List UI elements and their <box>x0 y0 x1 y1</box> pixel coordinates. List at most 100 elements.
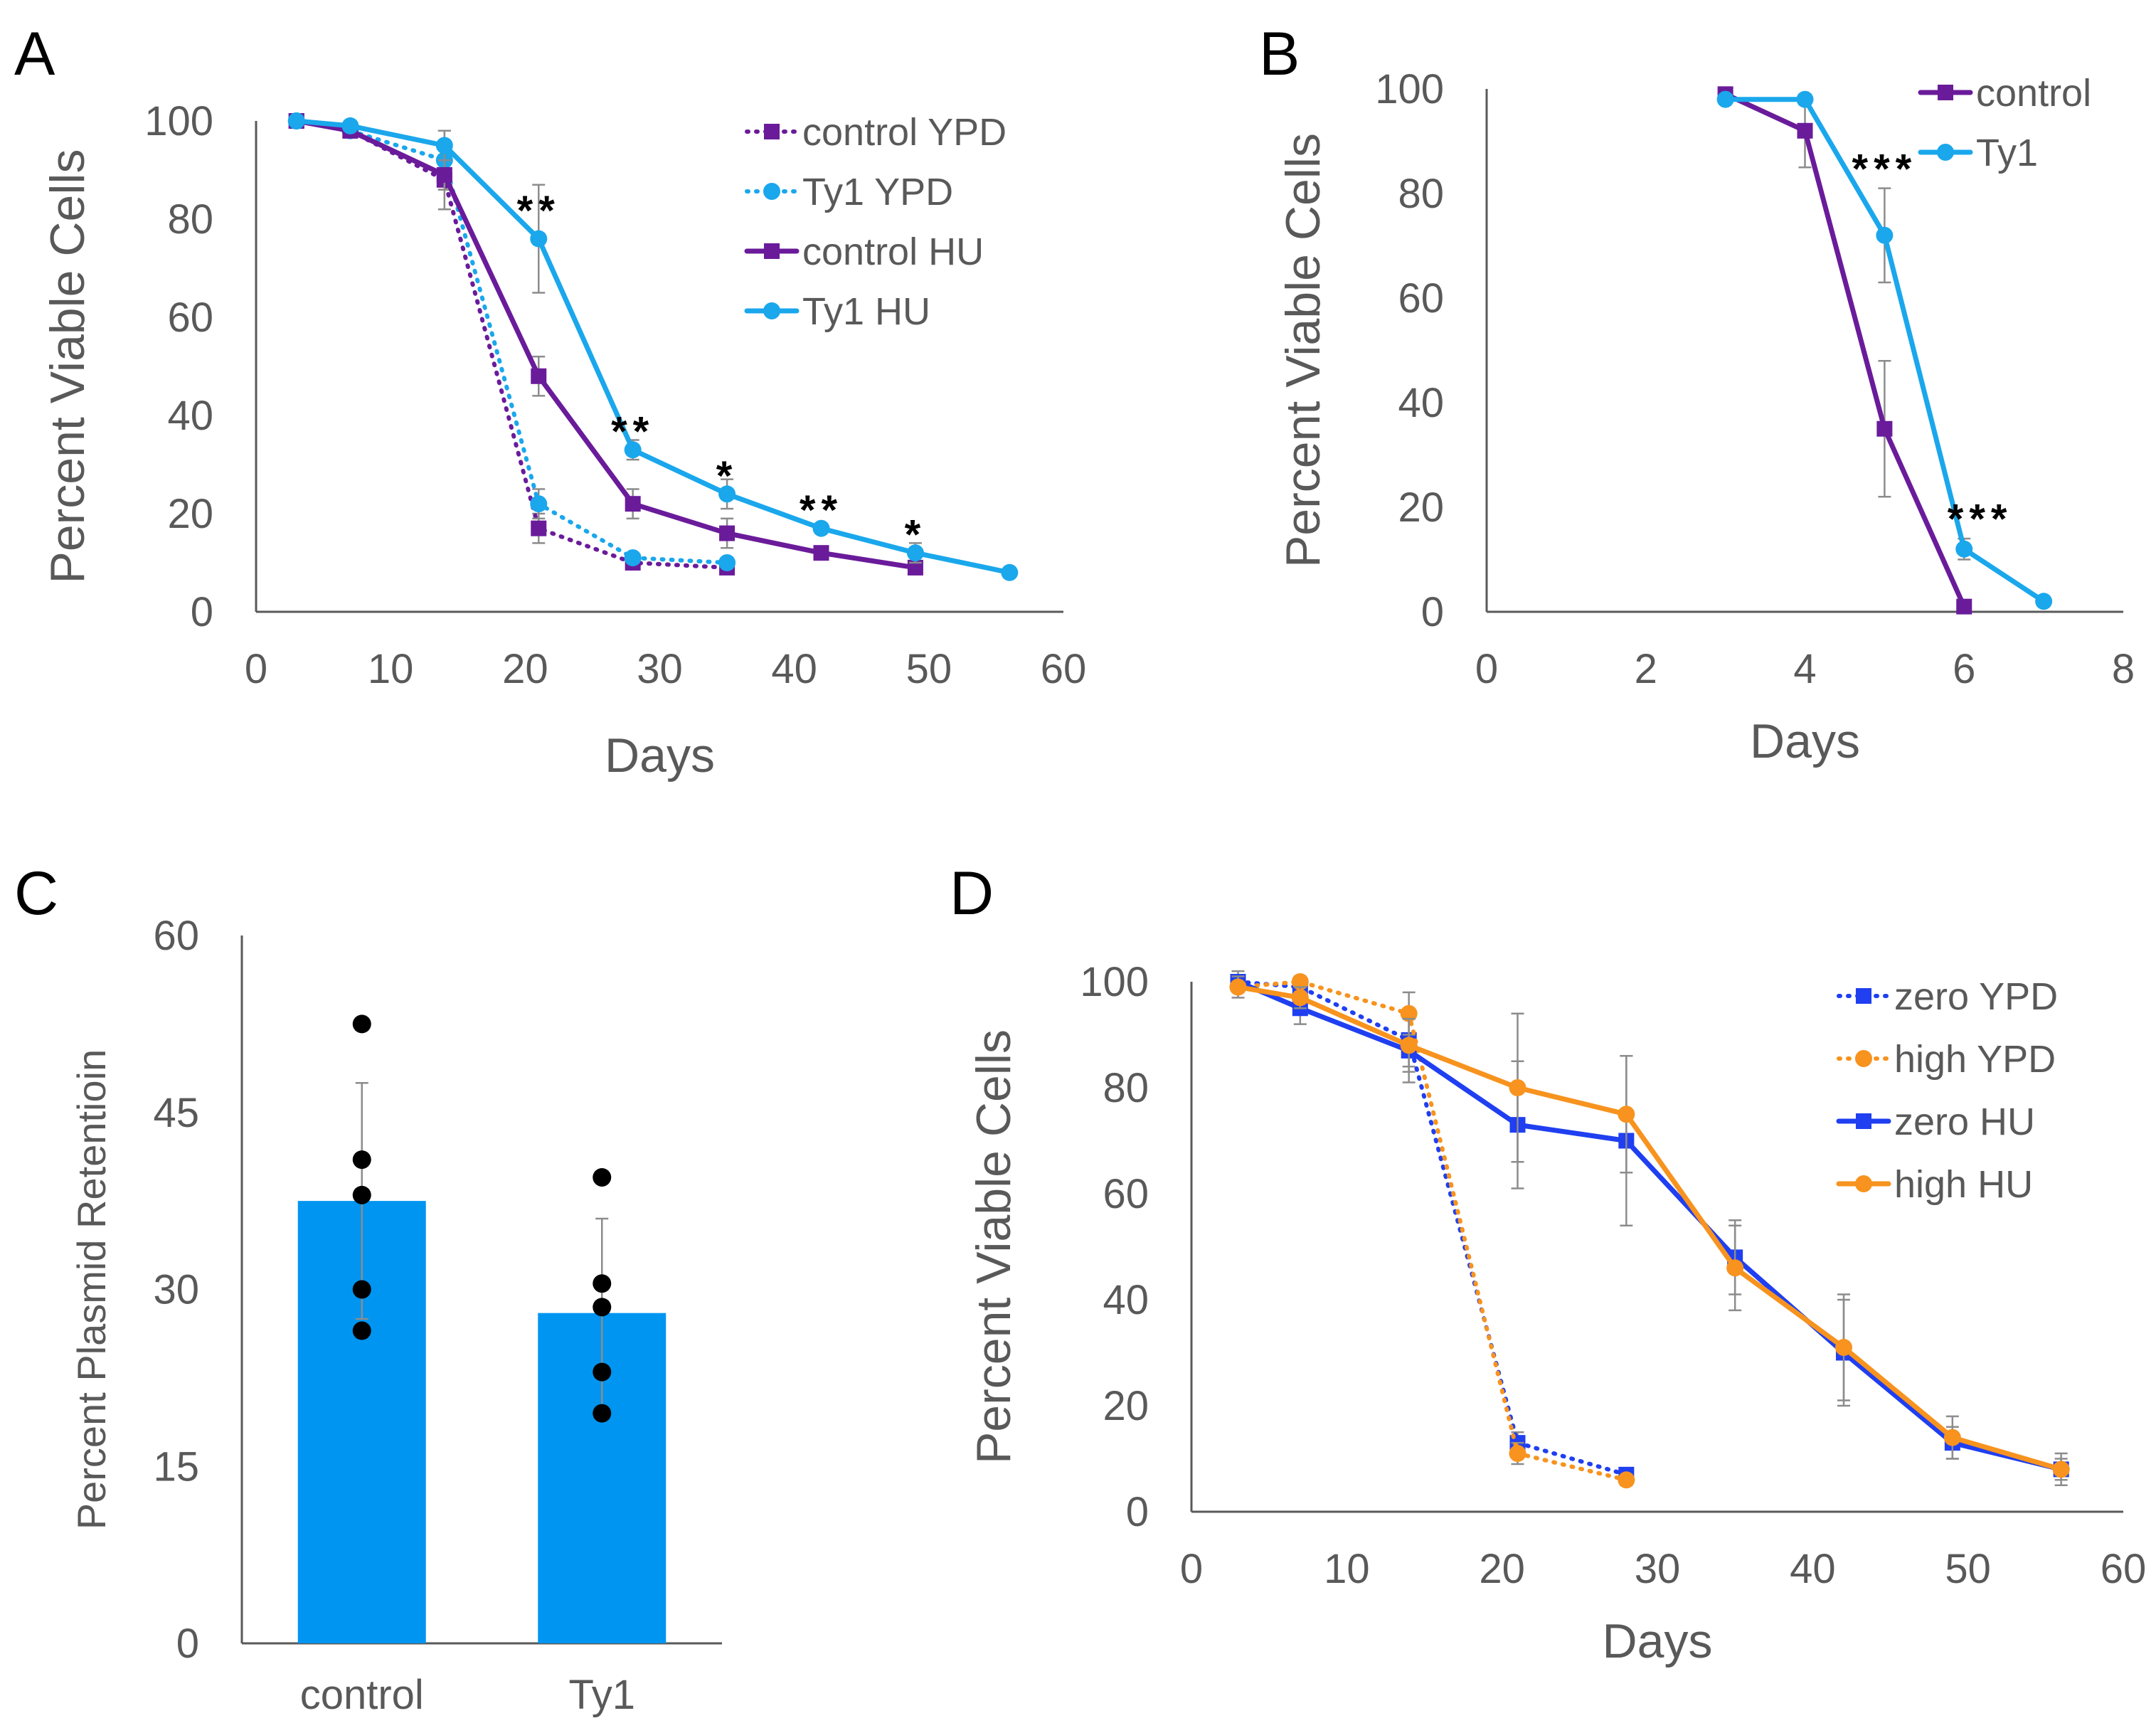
data-point-square <box>531 368 547 384</box>
x-tick-label: 60 <box>1041 646 1087 692</box>
data-point-circle <box>287 112 305 129</box>
data-point-circle <box>1955 540 1973 558</box>
data-point-circle <box>1001 563 1019 581</box>
y-tick-label: 20 <box>1398 484 1444 531</box>
series-line <box>1723 91 1967 610</box>
x-tick-label: 20 <box>502 646 548 692</box>
replicate-point <box>593 1298 612 1317</box>
significance-marker: ** <box>517 188 561 234</box>
data-point-circle <box>812 519 830 537</box>
replicate-point <box>352 1280 371 1299</box>
significance-marker: * <box>716 453 738 499</box>
y-tick-label: 20 <box>167 491 213 537</box>
series-ty1-hu <box>287 112 1019 581</box>
x-tick-label: 50 <box>906 646 952 692</box>
chart-panel-c: 0 15 30 45 60 Percent Plasmid Retentioin contr… <box>69 913 722 1718</box>
y-tick-label: 100 <box>1375 66 1444 112</box>
y-axis-title: Percent Viable Cells <box>967 1029 1021 1464</box>
significance-marker: * <box>905 512 927 558</box>
legend-entry: high YPD <box>1894 1038 2056 1081</box>
data-point-circle <box>1618 1471 1635 1489</box>
legend-swatch-circle <box>1855 1050 1872 1067</box>
chart-panel-a: 0 20 40 60 80 100 0 10 20 30 40 50 60 Days Percent Via… <box>41 98 1086 783</box>
legend-swatch-circle <box>1937 144 1954 161</box>
y-tick-label: 60 <box>1103 1171 1149 1217</box>
legend-entry: Ty1 YPD <box>802 171 953 213</box>
x-tick-label: 60 <box>2101 1546 2147 1592</box>
y-tick-label: 80 <box>1103 1065 1149 1111</box>
data-point-square <box>813 545 829 561</box>
series-high-hu <box>1229 975 2070 1486</box>
data-point-square <box>719 525 736 541</box>
significance-marker: ** <box>611 409 654 455</box>
chart-panel-b: 0 20 40 60 80 100 0 2 4 6 8 Days Percent Viable Cell… <box>1276 66 2135 768</box>
legend-swatch-circle <box>1855 1175 1872 1192</box>
y-tick-label: 20 <box>1103 1383 1149 1429</box>
y-axis-title: Percent Viable Cells <box>41 149 95 583</box>
legend-entry: control <box>1976 72 2091 115</box>
series-ty1 <box>1716 90 2053 610</box>
replicate-point <box>593 1167 612 1187</box>
x-tick-label: 10 <box>1324 1546 1370 1592</box>
data-point-square <box>436 166 452 183</box>
legend-swatch-square <box>764 124 780 139</box>
panel-letter-a: A <box>14 20 55 88</box>
x-category-label: Ty1 <box>569 1672 636 1718</box>
data-point-circle <box>1876 226 1894 244</box>
data-point-circle <box>435 137 453 154</box>
significance-marker: *** <box>1852 146 1918 192</box>
legend-entry: control HU <box>802 230 984 273</box>
replicate-point <box>352 1150 371 1170</box>
data-point-square <box>1956 598 1972 615</box>
legend-swatch-circle <box>763 183 780 200</box>
chart-panel-d: 0 20 40 60 80 100 0 10 20 30 40 50 60 Days Percent Via… <box>967 959 2146 1668</box>
replicate-point <box>352 1185 371 1204</box>
data-point-square <box>531 520 547 536</box>
x-tick-label: 6 <box>1953 646 1975 692</box>
data-point-circle <box>341 117 359 134</box>
replicate-point <box>593 1274 612 1293</box>
data-point-circle <box>2052 1461 2070 1478</box>
y-tick-label: 40 <box>1103 1277 1149 1323</box>
legend-entry: zero YPD <box>1894 975 2058 1018</box>
data-point-circle <box>530 230 548 248</box>
panel-letter-d: D <box>950 859 994 928</box>
data-point-circle <box>1400 1005 1418 1022</box>
series-line <box>294 118 918 571</box>
x-tick-label: 0 <box>245 646 267 692</box>
y-tick-label: 60 <box>1398 275 1444 322</box>
legend-swatch-square <box>1938 85 1953 100</box>
y-tick-label: 60 <box>167 295 213 341</box>
legend-entry: Ty1 HU <box>802 290 930 333</box>
data-point-square <box>907 559 923 576</box>
y-axis-title: Percent Plasmid Retentioin <box>69 1049 114 1530</box>
x-tick-label: 0 <box>1180 1546 1203 1592</box>
y-tick-label: 40 <box>1398 380 1444 426</box>
legend-swatch-circle <box>763 302 780 319</box>
data-point-circle <box>1291 989 1309 1007</box>
replicate-point <box>593 1362 612 1382</box>
y-tick-label: 15 <box>153 1443 199 1490</box>
x-tick-label: 4 <box>1793 646 1816 692</box>
y-tick-label: 80 <box>167 196 213 243</box>
data-point-circle <box>1618 1106 1635 1123</box>
x-tick-label: 30 <box>1635 1546 1681 1592</box>
legend-entry: zero HU <box>1894 1101 2035 1143</box>
y-tick-label: 100 <box>144 98 213 144</box>
series-ty1-ypd <box>287 112 736 571</box>
legend-entry: Ty1 <box>1976 132 2038 174</box>
data-point-circle <box>1716 90 1734 108</box>
data-point-circle <box>1835 1339 1852 1357</box>
legend-swatch-square <box>1856 988 1871 1004</box>
data-point-circle <box>718 485 736 503</box>
x-category-label: control <box>300 1672 424 1718</box>
panel-letter-b: B <box>1259 20 1300 88</box>
panel-letter-c: C <box>14 859 58 928</box>
significance-marker: *** <box>1948 497 2013 543</box>
data-point-square <box>1876 420 1893 437</box>
replicate-point <box>352 1014 371 1034</box>
y-tick-label: 60 <box>153 913 199 959</box>
data-point-circle <box>906 544 924 562</box>
data-point-square <box>1797 122 1813 139</box>
data-point-circle <box>530 495 548 513</box>
